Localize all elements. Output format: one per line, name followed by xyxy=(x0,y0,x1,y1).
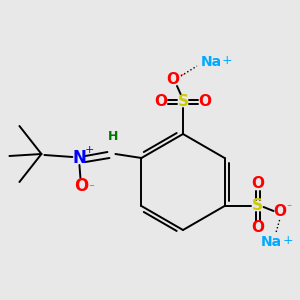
Text: O: O xyxy=(199,94,212,110)
Text: N: N xyxy=(73,149,86,167)
Text: S: S xyxy=(178,94,188,110)
Text: O: O xyxy=(251,220,264,236)
Text: O: O xyxy=(251,176,264,191)
Text: H: H xyxy=(108,130,118,142)
Text: O: O xyxy=(154,94,167,110)
Text: +: + xyxy=(222,53,232,67)
Text: S: S xyxy=(252,199,263,214)
Text: O: O xyxy=(74,177,88,195)
Text: O: O xyxy=(167,73,179,88)
Text: ⁻: ⁻ xyxy=(88,183,94,193)
Text: Na: Na xyxy=(200,55,222,69)
Text: ⁻: ⁻ xyxy=(179,72,184,82)
Text: +: + xyxy=(85,145,94,155)
Text: O: O xyxy=(273,205,286,220)
Text: +: + xyxy=(282,233,293,247)
Text: ⁻: ⁻ xyxy=(286,203,291,213)
Text: Na: Na xyxy=(261,235,282,249)
